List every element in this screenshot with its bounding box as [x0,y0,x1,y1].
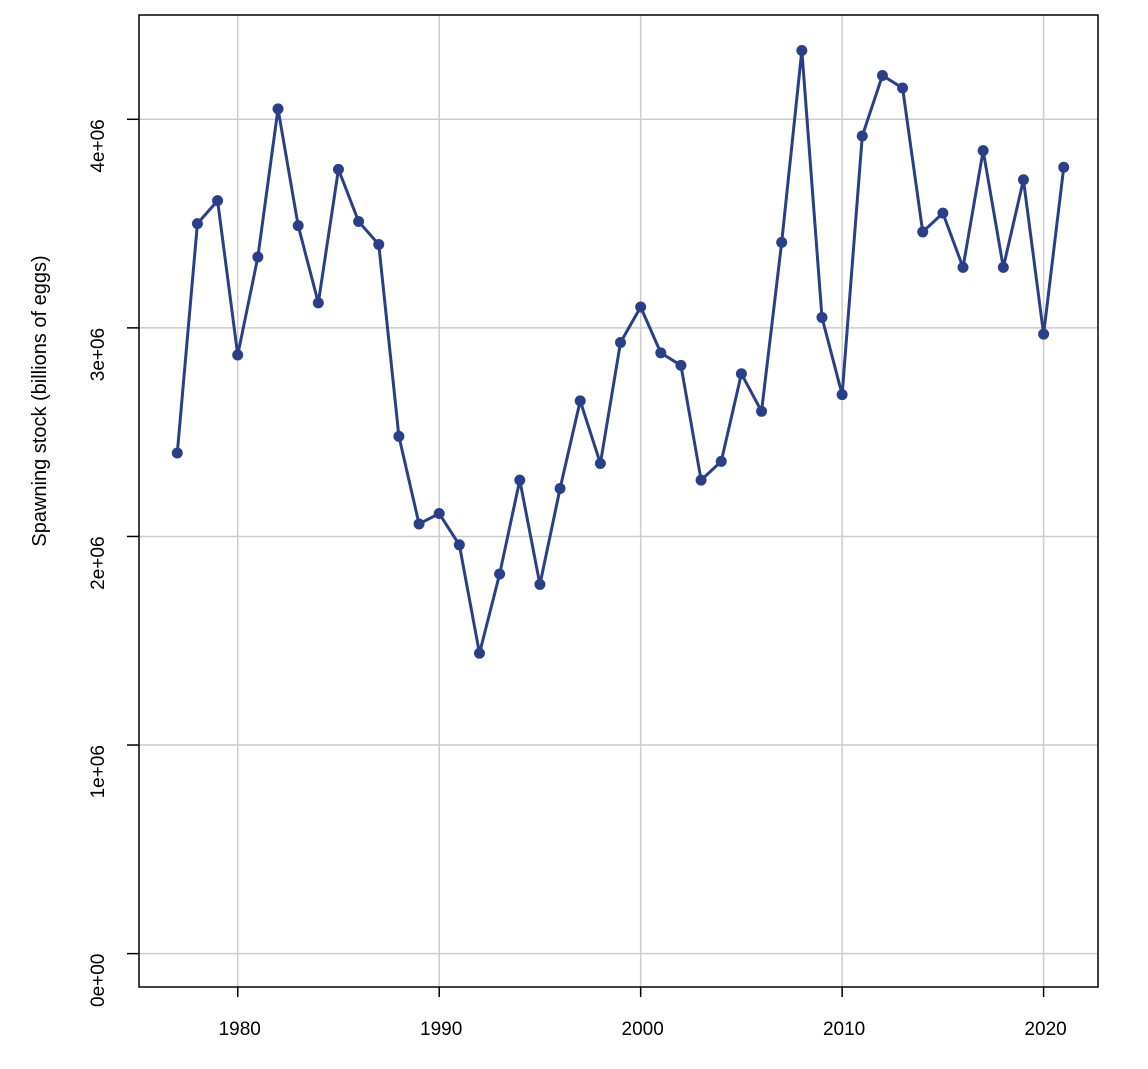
data-point [1038,328,1050,340]
data-point [997,261,1009,273]
data-point [292,220,304,232]
data-point [695,474,707,486]
data-point [393,430,405,442]
data-point [171,447,183,459]
data-points [171,44,1070,659]
y-axis-title: Spawning stock (billions of eggs) [29,255,51,546]
data-point [574,395,586,407]
y-tick-label: 1e+06 [88,745,109,798]
data-point [836,389,848,401]
data-point [655,347,667,359]
data-point [272,103,284,115]
data-point [917,226,929,238]
data-point [1017,174,1029,186]
x-tick-label: 1990 [420,1019,462,1040]
data-point [413,518,425,530]
data-point [796,44,808,56]
data-point [594,457,606,469]
data-point [453,539,465,551]
data-point [312,297,324,309]
plot-frame [138,14,1099,988]
grid-lines [139,15,1098,987]
x-tick-label: 2020 [1024,1019,1066,1040]
series-line [175,48,1066,655]
axes: 1980 1990 2000 2010 2020 0e+00 1e+06 2e+06 3e+06… [88,14,1099,1040]
data-point [816,311,828,323]
data-point [433,508,445,520]
data-point [715,455,727,467]
data-point [937,207,949,219]
y-tick-label: 2e+06 [88,536,109,589]
data-point [353,215,365,227]
y-tick-label: 0e+00 [88,954,109,1007]
data-point [635,301,647,313]
x-tick-label: 1980 [219,1019,261,1040]
data-point [191,218,203,230]
data-point [232,349,244,361]
data-point [897,82,909,94]
series-line [175,48,1066,655]
data-point [876,69,888,81]
data-point [534,578,546,590]
y-tick-label: 4e+06 [88,119,109,172]
data-point [957,261,969,273]
data-point [756,405,768,417]
data-point [473,647,485,659]
y-tick-label: 3e+06 [88,328,109,381]
data-point [735,368,747,380]
data-point [615,336,627,348]
data-point [373,238,385,250]
data-point [212,195,224,207]
data-point [1058,161,1070,173]
data-point [494,568,506,580]
data-point [856,130,868,142]
data-point [675,359,687,371]
data-point [332,163,344,175]
data-point [514,474,526,486]
x-tick-label: 2010 [823,1019,865,1040]
data-point [977,145,989,157]
data-point [776,236,788,248]
data-point [252,251,264,263]
data-point [554,482,566,494]
x-tick-label: 2000 [622,1019,664,1040]
